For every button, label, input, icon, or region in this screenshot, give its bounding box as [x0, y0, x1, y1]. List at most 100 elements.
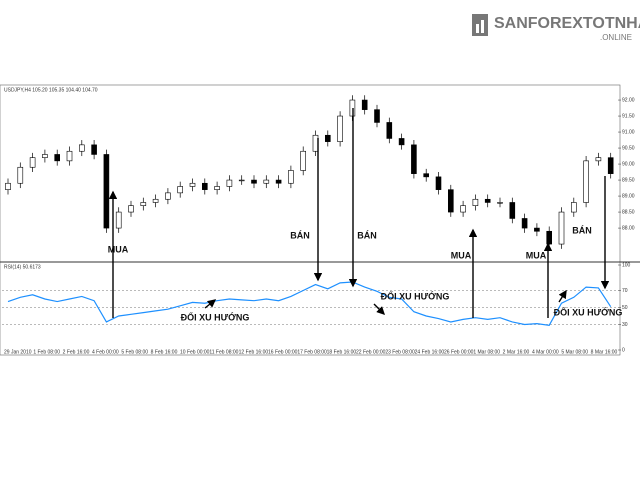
- x-tick-label: 16 Feb 00:00: [268, 349, 298, 355]
- y-tick-label: 92.00: [622, 97, 635, 103]
- x-tick-label: 22 Feb 00:00: [356, 349, 386, 355]
- candle-body: [115, 211, 122, 229]
- candle-body: [238, 179, 245, 182]
- logo-icon-bar: [481, 20, 484, 33]
- candle-body: [435, 176, 442, 190]
- y-tick-label: 100: [622, 262, 631, 268]
- candle-body: [263, 179, 270, 184]
- y-tick-label: 30: [622, 322, 628, 328]
- y-tick-label: 91.50: [622, 113, 635, 119]
- x-tick-label: 23 Feb 08:00: [385, 349, 415, 355]
- price-title: USDJPY,H4 105.20 105.35 104.40 104.70: [4, 87, 98, 93]
- candle-body: [128, 205, 134, 213]
- y-tick-label: 50: [622, 305, 628, 311]
- annotation: ĐỔI XU HƯỚNG: [381, 290, 450, 301]
- candle-body: [460, 205, 466, 213]
- candle-body: [472, 198, 479, 206]
- x-tick-label: 18 Feb 16:00: [327, 349, 357, 355]
- candle-body: [521, 218, 528, 229]
- x-tick-label: 1 Mar 08:00: [473, 349, 500, 355]
- candle-body: [275, 179, 282, 184]
- candle-body: [411, 144, 417, 174]
- candle-body: [534, 227, 540, 232]
- candle-body: [189, 182, 196, 187]
- annotation: ĐỔI XU HƯỚNG: [554, 306, 623, 317]
- x-tick-label: 12 Feb 16:00: [239, 349, 269, 355]
- candle-body: [398, 138, 405, 146]
- candle-body: [546, 230, 553, 245]
- x-tick-label: 2 Feb 16:00: [63, 349, 90, 355]
- candle-body: [202, 182, 208, 190]
- candle-body: [361, 99, 368, 110]
- candle-body: [423, 173, 430, 178]
- candle-body: [165, 192, 171, 200]
- candle-body: [607, 157, 614, 174]
- brand-suffix: .ONLINE: [600, 33, 632, 42]
- y-tick-label: 88.00: [622, 225, 635, 231]
- candle-body: [226, 179, 233, 187]
- x-tick-label: 5 Feb 08:00: [121, 349, 148, 355]
- candle-body: [5, 182, 11, 190]
- x-tick-label: 4 Feb 00:00: [92, 349, 119, 355]
- x-tick-label: 10 Feb 00:00: [180, 349, 210, 355]
- candle-body: [300, 150, 307, 171]
- candle-body: [288, 170, 294, 184]
- candle-body: [312, 134, 319, 152]
- x-tick-label: 1 Feb 08:00: [33, 349, 60, 355]
- candle-body: [54, 154, 61, 162]
- logo: SANFOREXTOTNHAT .ONLINE: [472, 14, 640, 42]
- candle-body: [583, 160, 589, 203]
- candle-body: [29, 157, 36, 168]
- candle-body: [447, 189, 454, 213]
- candle-body: [140, 202, 147, 206]
- y-tick-label: 0: [622, 347, 625, 353]
- candle-body: [595, 157, 602, 162]
- arrow: [558, 289, 567, 303]
- annotation: BÁN: [290, 230, 310, 240]
- annotation: BÁN: [357, 230, 377, 240]
- y-tick-label: 91.00: [622, 129, 635, 135]
- annotation: BÁN: [572, 225, 592, 235]
- candle-body: [91, 144, 97, 155]
- x-tick-label: 8 Feb 16:00: [151, 349, 178, 355]
- x-tick-label: 2 Mar 16:00: [503, 349, 530, 355]
- x-tick-label: 24 Feb 16:00: [415, 349, 445, 355]
- y-tick-label: 70: [622, 288, 628, 294]
- x-tick-label: 17 Feb 08:00: [297, 349, 327, 355]
- annotation: MUA: [451, 250, 472, 260]
- y-tick-label: 90.50: [622, 145, 635, 151]
- y-tick-label: 89.00: [622, 193, 635, 199]
- candle-body: [570, 202, 577, 213]
- x-tick-label: 4 Mar 00:00: [532, 349, 559, 355]
- annotation: MUA: [108, 244, 129, 254]
- arrow: [373, 303, 385, 315]
- logo-icon: [472, 14, 488, 36]
- x-tick-label: 29 Jan 2010: [4, 349, 32, 355]
- x-tick-label: 5 Mar 08:00: [561, 349, 588, 355]
- x-tick-label: 26 Feb 00:00: [444, 349, 474, 355]
- x-tick-label: 8 Mar 16:00: [591, 349, 618, 355]
- candle-body: [497, 202, 503, 204]
- candle-body: [484, 198, 491, 203]
- rsi-title: RSI(14) 50.6173: [4, 264, 41, 270]
- candle-body: [558, 211, 565, 245]
- candle-body: [214, 186, 220, 190]
- candle-body: [42, 154, 48, 158]
- arrow: [204, 299, 217, 309]
- candle-body: [251, 179, 257, 184]
- candle-body: [177, 186, 183, 194]
- logo-icon-bar: [476, 24, 479, 33]
- candle-body: [374, 109, 380, 123]
- chart-frame: [0, 84, 621, 356]
- annotation: ĐỔI XU HƯỚNG: [181, 311, 250, 322]
- candle-body: [66, 150, 73, 162]
- y-tick-label: 89.50: [622, 177, 635, 183]
- brand: SANFOREXTOTNHAT: [494, 15, 640, 32]
- candle-body: [17, 166, 24, 184]
- candle-body: [324, 134, 331, 142]
- candle-body: [337, 115, 343, 142]
- x-tick-label: 11 Feb 08:00: [209, 349, 238, 355]
- arrows: [108, 108, 610, 318]
